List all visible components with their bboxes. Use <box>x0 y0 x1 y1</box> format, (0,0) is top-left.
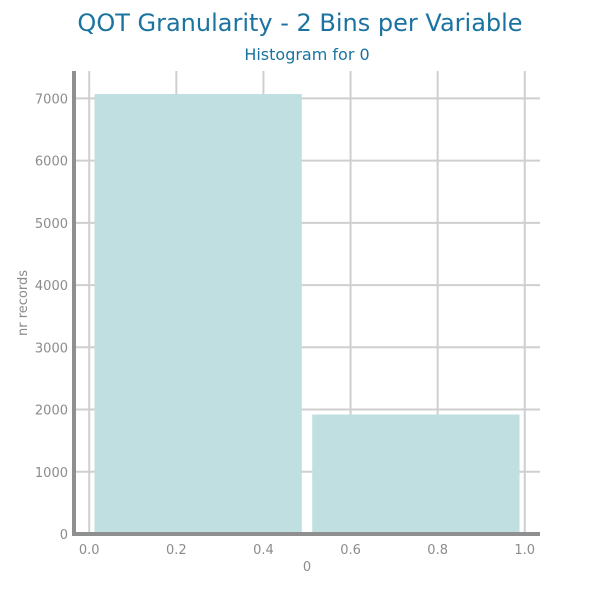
x-tick-label: 1.0 <box>514 543 535 558</box>
x-tick-label: 0.6 <box>340 543 361 558</box>
x-tick-label: 0.0 <box>79 543 100 558</box>
y-tick-label: 7000 <box>35 92 68 107</box>
y-tick-label: 0 <box>60 528 68 543</box>
histogram-bar <box>312 414 520 534</box>
y-tick-label: 2000 <box>35 404 68 419</box>
histogram-bar <box>94 94 302 534</box>
y-axis-label: nr records <box>16 270 31 336</box>
x-tick-label: 0.2 <box>166 543 187 558</box>
x-axis-label: 0 <box>303 560 311 575</box>
y-tick-label: 1000 <box>35 466 68 481</box>
y-tick-label: 6000 <box>35 155 68 170</box>
y-tick-label: 3000 <box>35 341 68 356</box>
y-tick-label: 5000 <box>35 217 68 232</box>
x-tick-label: 0.8 <box>427 543 448 558</box>
chart-title: QOT Granularity - 2 Bins per Variable <box>77 9 522 37</box>
axis-layer <box>72 71 540 536</box>
tick-label-layer: 0.0 0.2 0.4 0.6 0.8 1.0 0 1000 2000 3000 4000 5000 6… <box>35 92 535 558</box>
bar-layer <box>94 94 520 534</box>
y-tick-label: 4000 <box>35 279 68 294</box>
x-tick-label: 0.4 <box>253 543 274 558</box>
chart-subtitle: Histogram for 0 <box>244 45 369 64</box>
